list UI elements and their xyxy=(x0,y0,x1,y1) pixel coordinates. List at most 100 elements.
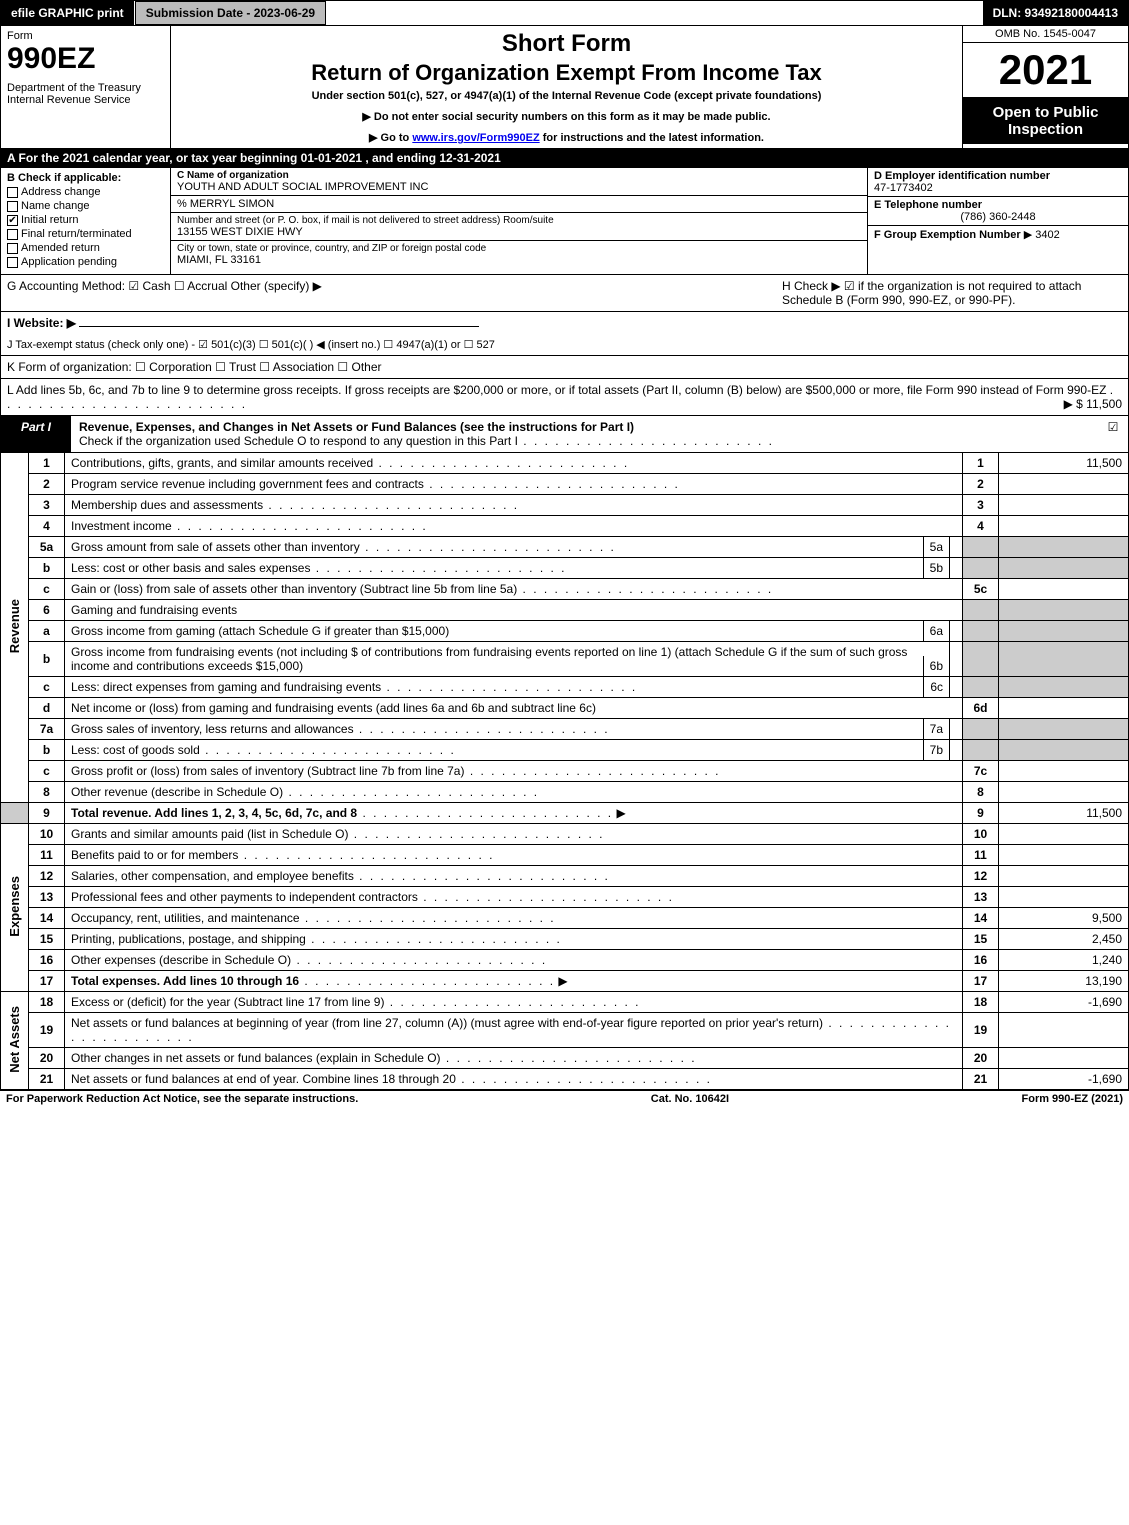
line-h: H Check ▶ ☑ if the organization is not r… xyxy=(782,279,1122,307)
tel-label: E Telephone number xyxy=(874,199,1122,211)
city-cell: City or town, state or province, country… xyxy=(171,241,867,268)
row-13: 13Professional fees and other payments t… xyxy=(1,887,1129,908)
tax-year: 2021 xyxy=(963,43,1128,98)
part1-header: Part I Revenue, Expenses, and Changes in… xyxy=(0,416,1129,453)
c-label: C Name of organization xyxy=(177,170,861,181)
row-6a: aGross income from gaming (attach Schedu… xyxy=(1,621,1129,642)
row-2: 2Program service revenue including gover… xyxy=(1,474,1129,495)
ein: 47-1773402 xyxy=(874,182,1122,194)
notice-pre: ▶ Go to xyxy=(369,132,412,144)
check-initial-return[interactable]: ✔Initial return xyxy=(7,214,164,226)
form-word: Form xyxy=(7,30,164,42)
group-cell: F Group Exemption Number ▶ 3402 xyxy=(868,226,1128,243)
row-5a: 5aGross amount from sale of assets other… xyxy=(1,537,1129,558)
header-right: OMB No. 1545-0047 2021 Open to Public In… xyxy=(963,26,1128,148)
under-section: Under section 501(c), 527, or 4947(a)(1)… xyxy=(177,90,956,102)
header-mid: Short Form Return of Organization Exempt… xyxy=(171,26,963,148)
row-1: Revenue 1Contributions, gifts, grants, a… xyxy=(1,453,1129,474)
omb-number: OMB No. 1545-0047 xyxy=(963,26,1128,43)
efile-print-button[interactable]: efile GRAPHIC print xyxy=(1,1,135,25)
row-10: Expenses 10Grants and similar amounts pa… xyxy=(1,824,1129,845)
row-12: 12Salaries, other compensation, and empl… xyxy=(1,866,1129,887)
row-5c: cGain or (loss) from sale of assets othe… xyxy=(1,579,1129,600)
return-title: Return of Organization Exempt From Incom… xyxy=(177,60,956,86)
tel: (786) 360-2448 xyxy=(874,211,1122,223)
org-name-cell: C Name of organization YOUTH AND ADULT S… xyxy=(171,168,867,196)
tel-cell: E Telephone number (786) 360-2448 xyxy=(868,197,1128,226)
row-16: 16Other expenses (describe in Schedule O… xyxy=(1,950,1129,971)
addr-label: Number and street (or P. O. box, if mail… xyxy=(177,215,861,226)
check-address-change[interactable]: Address change xyxy=(7,186,164,198)
lines-table: Revenue 1Contributions, gifts, grants, a… xyxy=(0,453,1129,1090)
row-7a: 7aGross sales of inventory, less returns… xyxy=(1,719,1129,740)
row-7b: bLess: cost of goods sold7b xyxy=(1,740,1129,761)
line-g: G Accounting Method: ☑ Cash ☐ Accrual Ot… xyxy=(7,279,762,293)
department: Department of the Treasury Internal Reve… xyxy=(7,82,164,106)
row-14: 14Occupancy, rent, utilities, and mainte… xyxy=(1,908,1129,929)
row-21: 21Net assets or fund balances at end of … xyxy=(1,1069,1129,1090)
line-l-text: L Add lines 5b, 6c, and 7b to line 9 to … xyxy=(7,383,1106,397)
row-6: 6Gaming and fundraising events xyxy=(1,600,1129,621)
netassets-label: Net Assets xyxy=(1,992,29,1090)
footer-right: Form 990-EZ (2021) xyxy=(1022,1093,1123,1105)
col-d: D Employer identification number 47-1773… xyxy=(868,168,1128,274)
check-amended-return[interactable]: Amended return xyxy=(7,242,164,254)
irs-link[interactable]: www.irs.gov/Form990EZ xyxy=(412,132,539,144)
footer-left: For Paperwork Reduction Act Notice, see … xyxy=(6,1093,358,1105)
col-c: C Name of organization YOUTH AND ADULT S… xyxy=(171,168,868,274)
line-i: I Website: ▶ xyxy=(0,312,1129,334)
form-header: Form 990EZ Department of the Treasury In… xyxy=(0,26,1129,149)
line-j: J Tax-exempt status (check only one) - ☑… xyxy=(0,334,1129,356)
col-b: B Check if applicable: Address change Na… xyxy=(1,168,171,274)
row-6c: cLess: direct expenses from gaming and f… xyxy=(1,677,1129,698)
info-grid: B Check if applicable: Address change Na… xyxy=(0,168,1129,275)
address-cell: Number and street (or P. O. box, if mail… xyxy=(171,213,867,241)
row-8: 8Other revenue (describe in Schedule O)8 xyxy=(1,782,1129,803)
row-9: 9Total revenue. Add lines 1, 2, 3, 4, 5c… xyxy=(1,803,1129,824)
org-name: YOUTH AND ADULT SOCIAL IMPROVEMENT INC xyxy=(177,181,861,193)
line-l-value: ▶ $ 11,500 xyxy=(1064,397,1122,411)
short-form-title: Short Form xyxy=(177,30,956,58)
row-5b: bLess: cost or other basis and sales exp… xyxy=(1,558,1129,579)
expenses-label: Expenses xyxy=(1,824,29,992)
submission-date: Submission Date - 2023-06-29 xyxy=(135,1,326,25)
row-11: 11Benefits paid to or for members11 xyxy=(1,845,1129,866)
row-6b: bGross income from fundraising events (n… xyxy=(1,642,1129,677)
row-19: 19Net assets or fund balances at beginni… xyxy=(1,1013,1129,1048)
notice-post: for instructions and the latest informat… xyxy=(540,132,764,144)
ein-cell: D Employer identification number 47-1773… xyxy=(868,168,1128,197)
row-17: 17Total expenses. Add lines 10 through 1… xyxy=(1,971,1129,992)
footer-mid: Cat. No. 10642I xyxy=(651,1093,729,1105)
topbar: efile GRAPHIC print Submission Date - 20… xyxy=(0,0,1129,26)
line-gh: G Accounting Method: ☑ Cash ☐ Accrual Ot… xyxy=(0,275,1129,312)
row-20: 20Other changes in net assets or fund ba… xyxy=(1,1048,1129,1069)
dln: DLN: 93492180004413 xyxy=(983,1,1128,25)
col-b-header: B Check if applicable: xyxy=(7,172,164,184)
grp-number: ▶ 3402 xyxy=(1024,229,1060,241)
row-6d: dNet income or (loss) from gaming and fu… xyxy=(1,698,1129,719)
address: 13155 WEST DIXIE HWY xyxy=(177,226,861,238)
line-k: K Form of organization: ☐ Corporation ☐ … xyxy=(0,356,1129,379)
header-left: Form 990EZ Department of the Treasury In… xyxy=(1,26,171,148)
city: MIAMI, FL 33161 xyxy=(177,254,861,266)
city-label: City or town, state or province, country… xyxy=(177,243,861,254)
check-application-pending[interactable]: Application pending xyxy=(7,256,164,268)
notice-ssn: ▶ Do not enter social security numbers o… xyxy=(177,110,956,123)
spacer xyxy=(326,1,982,25)
part1-check[interactable]: ☑ xyxy=(1098,416,1128,452)
notice-goto: ▶ Go to www.irs.gov/Form990EZ for instru… xyxy=(177,131,956,144)
footer: For Paperwork Reduction Act Notice, see … xyxy=(0,1090,1129,1107)
row-15: 15Printing, publications, postage, and s… xyxy=(1,929,1129,950)
line-a: A For the 2021 calendar year, or tax yea… xyxy=(0,149,1129,168)
row-3: 3Membership dues and assessments3 xyxy=(1,495,1129,516)
form-number: 990EZ xyxy=(7,44,164,74)
check-name-change[interactable]: Name change xyxy=(7,200,164,212)
revenue-label: Revenue xyxy=(1,453,29,803)
check-final-return[interactable]: Final return/terminated xyxy=(7,228,164,240)
grp-label: F Group Exemption Number xyxy=(874,229,1021,241)
open-inspection: Open to Public Inspection xyxy=(963,98,1128,144)
part1-title: Revenue, Expenses, and Changes in Net As… xyxy=(71,416,1098,452)
row-18: Net Assets 18Excess or (deficit) for the… xyxy=(1,992,1129,1013)
part1-tab: Part I xyxy=(1,416,71,452)
row-7c: cGross profit or (loss) from sales of in… xyxy=(1,761,1129,782)
